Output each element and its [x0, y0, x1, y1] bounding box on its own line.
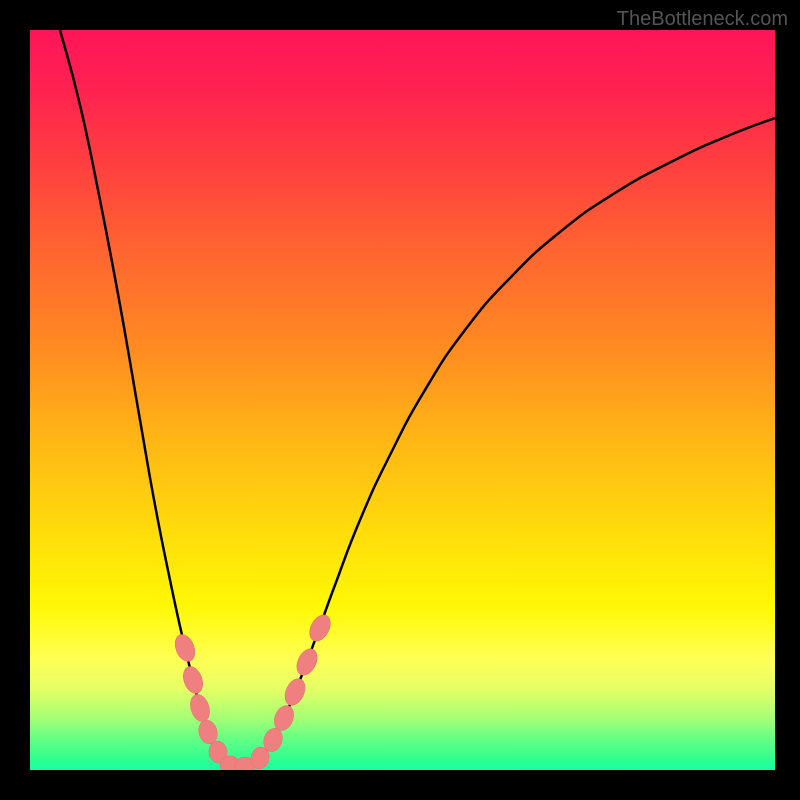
curve-marker — [293, 645, 321, 678]
curve-marker — [187, 692, 213, 724]
curve-marker — [305, 611, 334, 644]
right-curve — [240, 118, 775, 770]
curve-marker — [180, 664, 206, 696]
watermark-text: TheBottleneck.com — [617, 8, 788, 31]
curve-marker — [281, 676, 309, 709]
left-curve — [60, 30, 240, 770]
curve-overlay — [30, 30, 775, 770]
curve-markers — [171, 611, 334, 770]
curve-marker — [171, 632, 198, 665]
chart-container — [30, 30, 775, 770]
